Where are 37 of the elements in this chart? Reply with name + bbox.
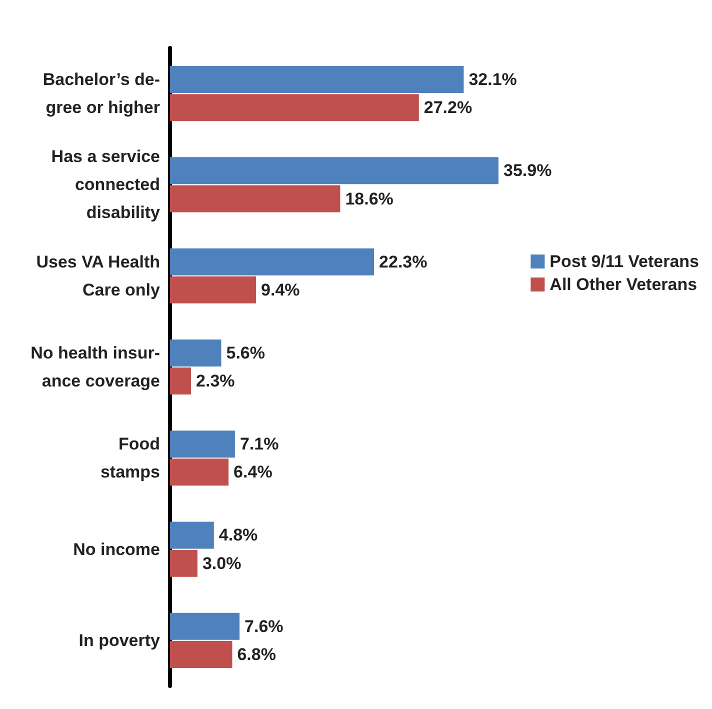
bar [170, 339, 222, 366]
y-tick-label: Food stamps [100, 434, 160, 482]
data-label: 3.0% [202, 554, 242, 573]
data-label: 35.9% [503, 161, 552, 180]
y-tick-label: Has a service connected disability [51, 147, 161, 222]
data-label: 7.6% [244, 616, 284, 636]
data-label: 6.4% [234, 462, 272, 482]
y-tick-label: Bachelor’s de- gree or higher [42, 70, 160, 118]
data-label: 27.2% [424, 98, 472, 118]
data-label: 9.4% [261, 280, 300, 300]
data-label: 2.3% [196, 372, 235, 391]
y-tick-label: No income [73, 540, 160, 559]
y-tick-label: In poverty [78, 630, 161, 650]
bar [170, 368, 192, 395]
bar [170, 66, 464, 94]
data-label: 22.3% [379, 252, 428, 272]
bar [170, 430, 235, 458]
bar [170, 640, 232, 668]
legend-label: Post 9/11 Veterans [550, 252, 700, 271]
data-label: 4.8% [218, 526, 258, 545]
bar [170, 157, 498, 184]
data-label: 6.8% [237, 644, 276, 664]
bar [170, 94, 419, 122]
bar [170, 248, 374, 276]
bar [170, 522, 214, 549]
data-label: 7.1% [240, 434, 279, 454]
y-tick-label: No health insur- ance coverage [30, 344, 160, 390]
data-label: 5.6% [226, 343, 265, 362]
bar [170, 612, 240, 640]
data-label: 32.1% [468, 70, 517, 90]
bar [170, 550, 198, 577]
bar [170, 185, 340, 212]
bar [170, 458, 229, 486]
y-tick-label: Uses VA Health Care only [36, 252, 161, 300]
bar [170, 276, 256, 304]
legend-label: All Other Veterans [550, 275, 698, 294]
data-label: 18.6% [345, 189, 394, 208]
